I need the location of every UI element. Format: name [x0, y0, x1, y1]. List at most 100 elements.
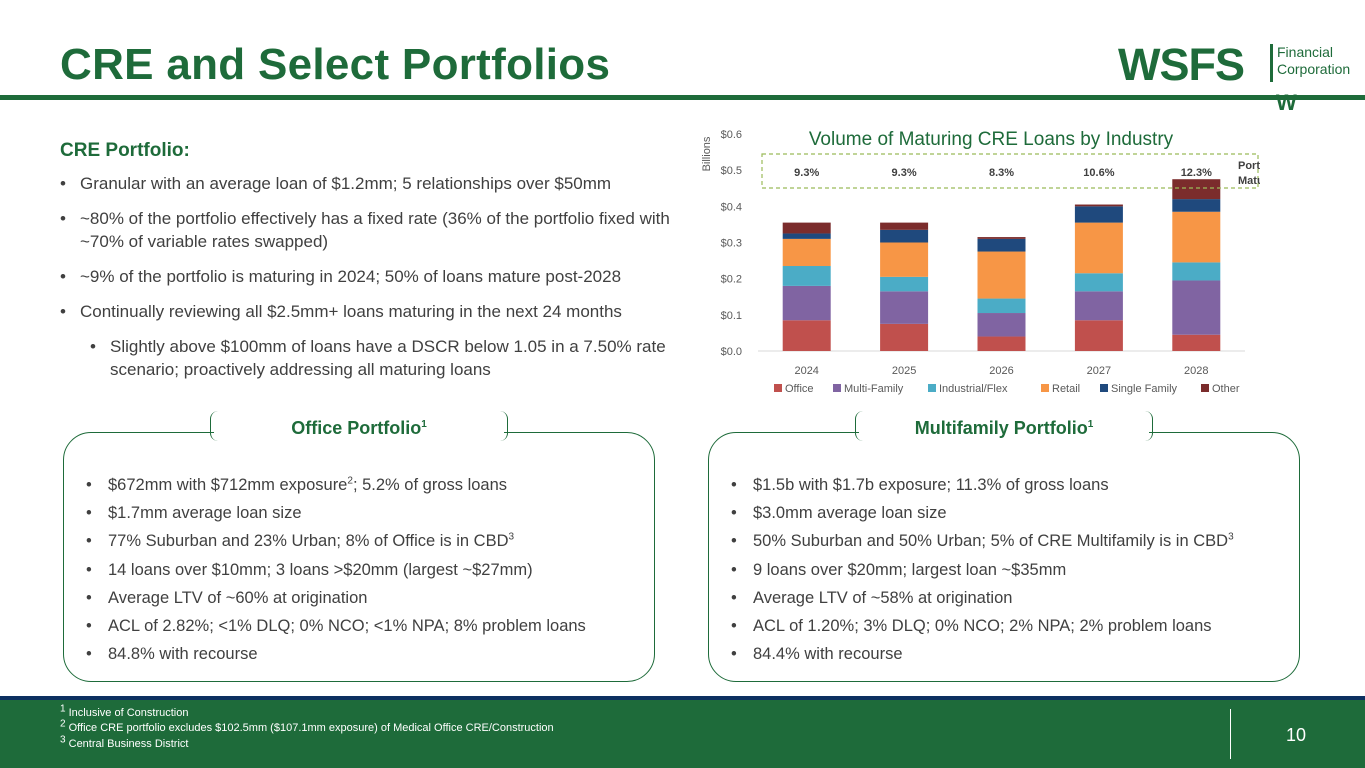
portfolio-bullet: $672mm with $712mm exposure2; 5.2% of gr… [86, 471, 586, 499]
logo-subtitle: Financial Corporation [1270, 44, 1357, 82]
footnote-2: 2 Office CRE portfolio excludes $102.5mm… [60, 719, 554, 734]
multifamily-title-text: Multifamily Portfolio [914, 418, 1088, 438]
maturing-loans-chart: Volume of Maturing CRE Loans by Industry… [701, 129, 1260, 395]
bar-segment [977, 313, 1026, 337]
bar-segment [1172, 280, 1221, 335]
y-tick-label: $0.3 [721, 238, 742, 250]
maturity-pct-label: 10.6% [1083, 167, 1114, 179]
cre-bullet-list: Granular with an average loan of $1.2mm;… [60, 172, 680, 393]
cre-bullet: ~80% of the portfolio effectively has a … [60, 207, 680, 253]
portfolio-bullet: 50% Suburban and 50% Urban; 5% of CRE Mu… [731, 527, 1234, 555]
x-tick-label: 2026 [989, 365, 1013, 377]
y-tick-label: $0.1 [721, 310, 742, 322]
title-bracket-left [210, 411, 219, 441]
maturity-label-line-2: Maturity % [1238, 175, 1260, 187]
bar-segment [782, 320, 831, 351]
portfolio-bullet: Average LTV of ~58% at origination [731, 584, 1234, 612]
portfolio-bullet: ACL of 2.82%; <1% DLQ; 0% NCO; <1% NPA; … [86, 612, 586, 640]
bar-segment [1074, 222, 1123, 274]
footnote-number: 2 [60, 718, 66, 730]
portfolio-bullet: $1.5b with $1.7b exposure; 11.3% of gros… [731, 471, 1234, 499]
bar-segment [1074, 320, 1123, 351]
footnote-ref: 3 [508, 531, 515, 543]
bar-segment [1074, 291, 1123, 321]
bar-segment [782, 233, 831, 239]
bar-segment [1172, 334, 1221, 351]
legend-swatch [1100, 384, 1108, 392]
bullet-text: 9 loans over $20mm; largest loan ~$35mm [753, 560, 1067, 579]
title-rule [0, 95, 1365, 100]
bullet-text: $3.0mm average loan size [753, 504, 947, 523]
portfolio-bullet: 84.4% with recourse [731, 640, 1234, 668]
footnote-number: 3 [60, 734, 66, 746]
maturity-pct-label: 8.3% [989, 167, 1014, 179]
maturity-label-line-1: Portfolio [1238, 160, 1260, 172]
bullet-text: $1.7mm average loan size [108, 504, 302, 523]
bullet-text: Average LTV of ~58% at origination [753, 588, 1013, 607]
bar-segment [977, 298, 1026, 314]
y-axis-label: Billions [701, 136, 713, 171]
title-bracket-right [1144, 411, 1153, 441]
office-title-text: Office Portfolio [291, 418, 422, 438]
logo-line-2: Corporation [1277, 61, 1351, 77]
portfolio-bullet: $3.0mm average loan size [731, 499, 1234, 527]
legend-swatch [774, 384, 782, 392]
y-tick-label: $0.0 [721, 346, 742, 358]
bar-segment [880, 222, 929, 230]
wsfs-logo: WSFS Financial Corporation W [1118, 42, 1354, 114]
page-title: CRE and Select Portfolios [60, 40, 611, 89]
footnote-ref: 3 [1228, 531, 1234, 543]
footnote-text: Inclusive of Construction [68, 707, 189, 719]
legend-label: Industrial/Flex [939, 383, 1008, 395]
footnote-text: Central Business District [68, 738, 189, 750]
portfolio-bullet: 84.8% with recourse [86, 640, 586, 668]
legend-label: Other [1212, 383, 1240, 395]
cre-bullet: ~9% of the portfolio is maturing in 2024… [60, 265, 680, 288]
maturity-pct-label: 12.3% [1181, 167, 1212, 179]
page-number: 10 [1286, 725, 1307, 745]
title-bracket-left [855, 411, 864, 441]
bar-segment [1074, 206, 1123, 223]
cre-sub-bullet: Slightly above $100mm of loans have a DS… [90, 335, 680, 381]
y-tick-label: $0.5 [721, 165, 742, 177]
bullet-text: 50% Suburban and 50% Urban; 5% of CRE Mu… [753, 532, 1229, 551]
logo-wordmark: WSFS [1118, 39, 1245, 90]
footnote-ref: 2 [347, 475, 353, 487]
bar-segment [1172, 179, 1221, 200]
legend-label: Retail [1052, 383, 1080, 395]
multifamily-portfolio-title: Multifamily Portfolio1 [855, 411, 1153, 445]
bullet-text-tail: ; 5.2% of gross loans [352, 476, 508, 494]
bullet-text: 77% Suburban and 23% Urban; 8% of Office… [108, 532, 509, 551]
bar-segment [880, 323, 929, 351]
footnote-3: 3 Central Business District [60, 735, 189, 750]
x-tick-label: 2027 [1087, 365, 1111, 377]
x-tick-label: 2025 [892, 365, 916, 377]
footer-divider [1230, 709, 1231, 759]
multifamily-portfolio-panel: Multifamily Portfolio1 $1.5b with $1.7b … [708, 411, 1300, 682]
office-title-sup: 1 [421, 419, 427, 430]
cre-portfolio-heading: CRE Portfolio: [60, 140, 190, 161]
x-tick-label: 2024 [794, 365, 818, 377]
title-bracket-right [499, 411, 508, 441]
bar-segment [782, 285, 831, 321]
bar-segment [1074, 204, 1123, 207]
portfolio-bullet: ACL of 1.20%; 3% DLQ; 0% NCO; 2% NPA; 2%… [731, 612, 1234, 640]
legend-swatch [928, 384, 936, 392]
office-portfolio-panel: Office Portfolio1 $672mm with $712mm exp… [63, 411, 655, 682]
legend-label: Multi-Family [844, 383, 904, 395]
footer-navy-strip [0, 696, 1365, 700]
bullet-text: $1.5b with $1.7b exposure; 11.3% of gros… [753, 476, 1109, 494]
bar-segment [977, 237, 1026, 239]
cre-bullet: Continually reviewing all $2.5mm+ loans … [60, 300, 680, 323]
portfolio-bullet: 14 loans over $10mm; 3 loans >$20mm (lar… [86, 556, 586, 584]
bullet-text: Average LTV of ~60% at origination [108, 588, 368, 607]
bar-segment [880, 291, 929, 324]
logo-w-mark: W [1276, 90, 1297, 115]
legend-swatch [833, 384, 841, 392]
logo-line-1: Financial [1277, 44, 1334, 60]
bullet-text: $672mm with $712mm exposure [108, 476, 348, 494]
legend-swatch [1201, 384, 1209, 392]
footnote-text: Office CRE portfolio excludes $102.5mm (… [68, 722, 554, 734]
portfolio-bullet: Average LTV of ~60% at origination [86, 584, 586, 612]
bar-segment [880, 229, 929, 243]
